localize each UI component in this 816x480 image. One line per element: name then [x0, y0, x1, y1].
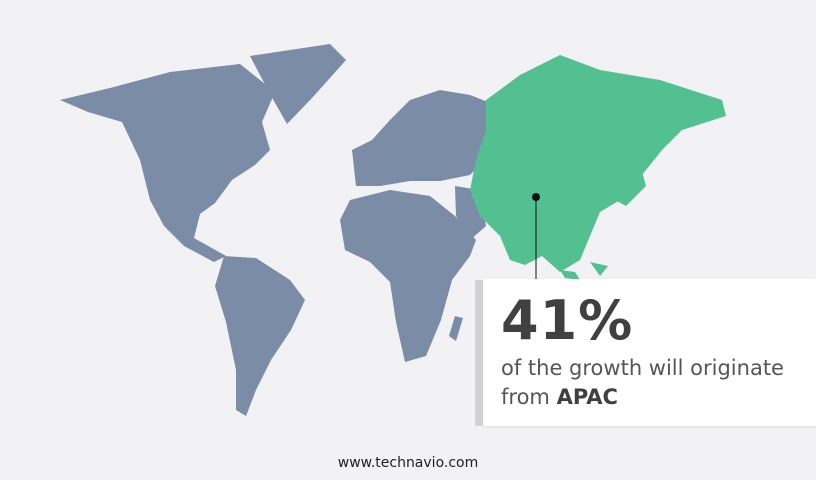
- region-apac: [470, 55, 726, 280]
- region-north-america: [60, 64, 275, 262]
- region-south-america: [215, 256, 305, 416]
- growth-percent: 41%: [501, 289, 634, 352]
- region-greenland: [250, 44, 346, 124]
- description-text: of the growth will originate from: [501, 356, 784, 409]
- region-madagascar: [449, 316, 463, 341]
- region-europe: [352, 90, 488, 186]
- stat-callout: 41% of the growth will originate from AP…: [483, 279, 816, 426]
- location-marker: [532, 193, 540, 201]
- growth-description: of the growth will originate from APAC: [501, 354, 811, 412]
- callout-shadow: [475, 280, 485, 426]
- region-name: APAC: [556, 385, 618, 409]
- footer-website: www.technavio.com: [337, 455, 479, 471]
- region-africa: [340, 190, 476, 362]
